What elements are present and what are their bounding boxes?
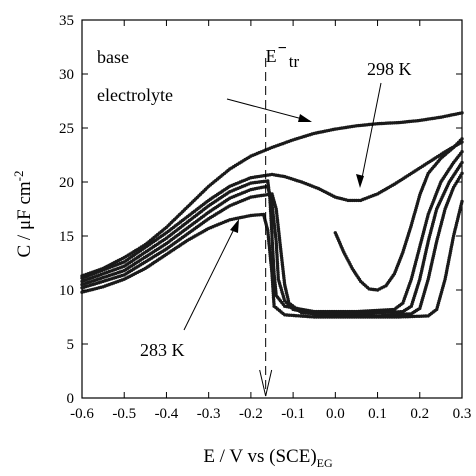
- base-electrolyte-label-line2: electrolyte: [97, 85, 173, 105]
- x-tick-label: 0.1: [368, 406, 387, 422]
- base-electrolyte-label-line1: base: [97, 47, 129, 67]
- x-axis-title: E / V vs (SCE)EG: [203, 446, 333, 470]
- y-tick-label: 5: [67, 337, 75, 353]
- temp-298k-arrowhead: [356, 174, 364, 188]
- x-tick-label: -0.6: [70, 406, 94, 422]
- x-tick-label: 0.0: [326, 406, 345, 422]
- y-tick-label: 30: [59, 67, 74, 83]
- x-tick-label: -0.5: [112, 406, 136, 422]
- data-point: [460, 137, 464, 141]
- y-tick-label: 25: [59, 121, 74, 137]
- y-axis-title: C / μF cm-2: [11, 170, 35, 257]
- y-tick-label: 35: [59, 13, 74, 29]
- temp-283k-label: 283 K: [140, 340, 185, 360]
- series-283-k: [80, 199, 464, 319]
- x-tick-label: -0.4: [155, 406, 179, 422]
- etr-label: E−tr: [266, 40, 300, 71]
- etr-arrowhead: [259, 369, 273, 397]
- base-electrolyte-arrow: [226, 98, 311, 122]
- data-point: [460, 160, 464, 165]
- y-tick-label: 15: [59, 229, 74, 245]
- y-axis-title-superscript: -2: [11, 170, 26, 181]
- data-point: [460, 111, 464, 115]
- axis-ticks: -0.6 -0.5 -0.4 -0.3 -0.2 -0.1 0.0 0.1 0.2 0.3 0 5 10…: [59, 13, 471, 422]
- y-tick-label: 20: [59, 175, 74, 191]
- x-tick-label: 0.2: [410, 406, 429, 422]
- y-tick-label: 10: [59, 283, 74, 299]
- plot-area-border: [81, 19, 463, 399]
- x-tick-label: -0.3: [197, 406, 221, 422]
- temp-283k-arrowhead: [230, 219, 239, 233]
- temp-283k-arrow: [183, 222, 238, 331]
- annotations: E−tr base electrolyte 298 K 283 K: [97, 40, 412, 397]
- series-298-k: [80, 140, 464, 280]
- data-point: [460, 150, 464, 154]
- temp-298k-label: 298 K: [367, 59, 412, 79]
- data-point: [460, 199, 464, 204]
- data-point: [460, 171, 464, 176]
- x-tick-label: -0.1: [281, 406, 305, 422]
- base-electrolyte-arrowhead: [298, 114, 312, 122]
- series-298-branch: [333, 137, 464, 292]
- x-tick-label: 0.3: [453, 406, 472, 422]
- x-tick-label: -0.2: [239, 406, 263, 422]
- temp-298k-arrow: [360, 82, 382, 184]
- data-marks: [80, 111, 464, 319]
- plot-frame: [81, 19, 463, 399]
- y-tick-label: 0: [67, 391, 75, 407]
- series-mid-2: [80, 160, 464, 316]
- x-axis-title-subscript: EG: [317, 456, 333, 470]
